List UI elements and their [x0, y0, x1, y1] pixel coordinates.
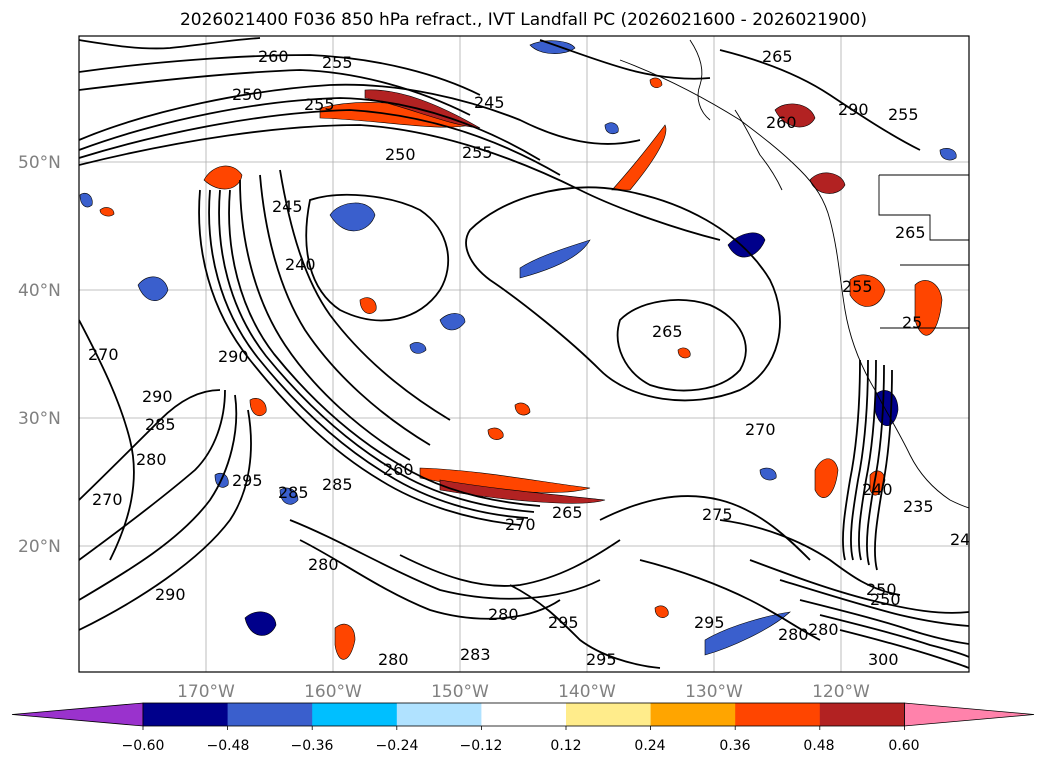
contour-label: 295 [232, 471, 263, 490]
contour-label: 280 [308, 555, 339, 574]
colorbar-tick-label: −0.36 [291, 738, 334, 754]
lon-label-120w: 120°W [812, 682, 870, 702]
colorbar-segment [735, 703, 821, 726]
colorbar-segment [143, 703, 229, 726]
contour-label: 295 [586, 650, 617, 669]
contour-label: 255 [888, 105, 919, 124]
colorbar-tick-label: −0.24 [376, 738, 419, 754]
contour-label: 250 [232, 85, 263, 104]
contour-label: 260 [766, 113, 797, 132]
contour-label: 255 [462, 143, 493, 162]
lat-label-30n: 30°N [18, 409, 61, 429]
colorbar-tick-label: 0.12 [550, 738, 581, 754]
contour-label: 285 [278, 483, 309, 502]
contour-label: 240 [285, 255, 316, 274]
colorbar-segment [566, 703, 652, 726]
lon-label-170w: 170°W [177, 682, 235, 702]
lat-label-50n: 50°N [18, 153, 61, 173]
contour-label: 25 [902, 313, 922, 332]
contour-label: 290 [155, 585, 186, 604]
gridlines [79, 36, 969, 672]
lat-label-40n: 40°N [18, 281, 61, 301]
contour-label: 280 [488, 605, 519, 624]
contour-label: 290 [838, 100, 869, 119]
contour-label: 260 [258, 47, 289, 66]
longitude-labels: 170°W 160°W 150°W 140°W 130°W 120°W [177, 682, 870, 702]
contour-label: 245 [272, 197, 303, 216]
contour-labels: 260 255 250 255 245 250 255 260 265 255 … [88, 47, 970, 669]
contour-label: 283 [460, 645, 491, 664]
lon-label-140w: 140°W [558, 682, 616, 702]
colorbar [11, 702, 1035, 730]
contour-label: 290 [142, 387, 173, 406]
contour-label: 285 [145, 415, 176, 434]
colorbar-frame [142, 702, 905, 727]
contour-label: 280 [778, 625, 809, 644]
contour-label: 240 [862, 480, 893, 499]
colorbar-segment [650, 703, 736, 726]
figure-title: 2026021400 F036 850 hPa refract., IVT La… [179, 10, 867, 30]
colorbar-tick-label: −0.48 [207, 738, 250, 754]
contour-label: 295 [694, 613, 725, 632]
colorbar-segment [396, 703, 482, 726]
colorbar-extend-high [904, 702, 1035, 727]
contour-label: 280 [378, 650, 409, 669]
negative-anomaly-patches [79, 40, 957, 656]
colorbar-tick-labels: −0.60 −0.48 −0.36 −0.24 −0.12 0.12 0.24 … [122, 738, 920, 754]
contour-label: 24 [950, 530, 970, 549]
colorbar-extend-low [11, 702, 144, 727]
contour-label: 295 [548, 613, 579, 632]
contour-label: 300 [868, 650, 899, 669]
contour-label: 260 [383, 460, 414, 479]
contour-label: 275 [702, 505, 733, 524]
colorbar-tick-label: −0.60 [122, 738, 165, 754]
colorbar-segment [819, 703, 905, 726]
colorbar-segment [312, 703, 398, 726]
colorbar-segment [227, 703, 313, 726]
contour-label: 255 [304, 95, 335, 114]
contour-label: 265 [652, 322, 683, 341]
contour-label: 250 [866, 580, 897, 599]
contour-label: 280 [136, 450, 167, 469]
contour-label: 250 [870, 590, 901, 609]
colorbar-tick-label: 0.60 [888, 738, 919, 754]
colorbar-tick-label: −0.12 [460, 738, 503, 754]
contour-label: 265 [762, 47, 793, 66]
contour-label: 270 [88, 345, 119, 364]
colorbar-tick-label: 0.24 [634, 738, 665, 754]
lat-label-20n: 20°N [18, 537, 61, 557]
lon-label-150w: 150°W [431, 682, 489, 702]
contour-label: 255 [322, 53, 353, 72]
colorbar-tick-label: 0.36 [719, 738, 750, 754]
contour-label: 265 [895, 223, 926, 242]
contour-label: 250 [385, 145, 416, 164]
latitude-labels: 50°N 40°N 30°N 20°N [18, 153, 61, 557]
colorbar-segment [481, 703, 567, 726]
contour-label: 270 [505, 515, 536, 534]
refractivity-contours [79, 37, 969, 669]
contour-label: 255 [842, 277, 873, 296]
coastlines [619, 39, 969, 509]
map-frame [78, 35, 970, 673]
contour-label: 265 [552, 503, 583, 522]
contour-label: 285 [322, 475, 353, 494]
contour-label: 245 [474, 93, 505, 112]
map-plot-area: 260 255 250 255 245 250 255 260 265 255 … [79, 36, 970, 672]
contour-label: 280 [808, 620, 839, 639]
contour-label: 270 [92, 490, 123, 509]
colorbar-tick-label: 0.48 [803, 738, 834, 754]
contour-label: 290 [218, 347, 249, 366]
lon-label-160w: 160°W [304, 682, 362, 702]
contour-label: 235 [903, 497, 934, 516]
contour-label: 270 [745, 420, 776, 439]
lon-label-130w: 130°W [685, 682, 743, 702]
